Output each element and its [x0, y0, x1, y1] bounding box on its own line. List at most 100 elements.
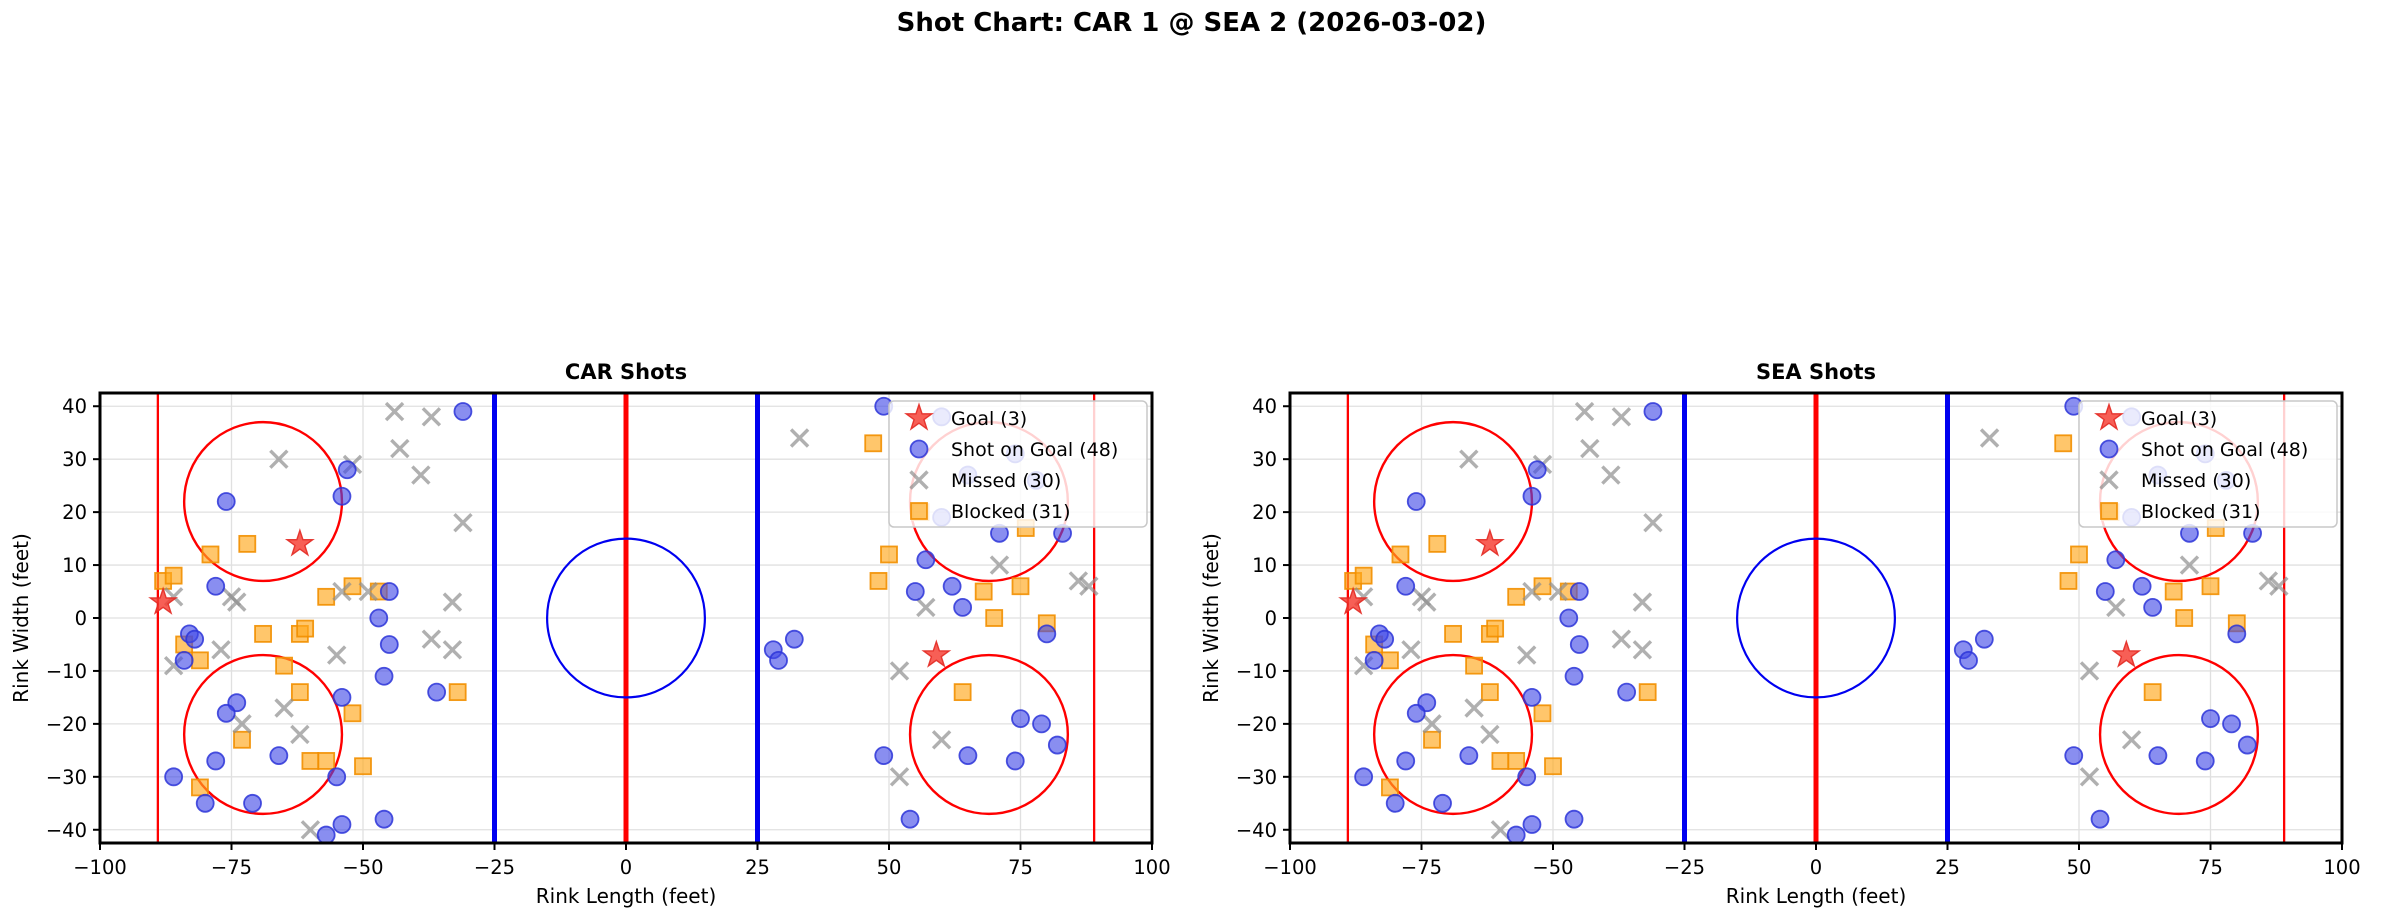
shot-marker-circle [1564, 809, 1584, 829]
y-tick-label: −10 [46, 660, 87, 683]
shot-marker-square [2164, 582, 2183, 601]
shot-marker-circle [784, 629, 804, 649]
legend-marker-square [2100, 502, 2118, 520]
shot-marker-x [889, 661, 910, 681]
shot-marker-x [332, 581, 352, 602]
shot-marker-circle [2090, 809, 2110, 829]
shot-marker-square [191, 651, 209, 670]
x-axis-label: Rink Length (feet) [1726, 884, 1907, 908]
shot-marker-circle [1522, 815, 1542, 834]
shot-marker-square [290, 683, 309, 702]
shot-marker-square [448, 683, 467, 702]
x-tick-label: 100 [2323, 856, 2360, 879]
shot-marker-circle [332, 688, 352, 707]
shot-marker-circle [206, 751, 226, 771]
shot-marker-x [421, 407, 442, 427]
shot-marker-circle [453, 402, 473, 421]
shot-marker-x [442, 640, 463, 660]
shot-marker-x [1464, 698, 1484, 718]
shot-marker-x [1068, 571, 1089, 591]
shot-marker-x [421, 629, 442, 649]
shot-marker-circle [2095, 582, 2115, 601]
shot-marker-square [1486, 619, 1505, 638]
shot-marker-circle [327, 767, 347, 787]
shot-marker-square [1507, 587, 1526, 606]
shot-marker-square [2143, 683, 2162, 702]
shot-marker-circle [1375, 629, 1395, 649]
shot-marker-x [411, 465, 431, 485]
faceoff-circle [1372, 653, 1534, 816]
shot-marker-x [2079, 767, 2100, 787]
shot-marker-circle [1522, 486, 1542, 506]
shot-marker-circle [1522, 688, 1542, 707]
x-tick-label: −75 [211, 856, 252, 879]
y-axis-label: Rink Width (feet) [1199, 533, 1223, 703]
x-tick-label: 50 [877, 856, 902, 879]
legend-marker-circle [2099, 439, 2119, 459]
legend-box [888, 400, 1148, 528]
shot-marker-circle [1433, 793, 1452, 813]
shot-marker-x [2258, 571, 2279, 591]
shot-marker-circle [1406, 703, 1426, 723]
shot-marker-circle [1569, 582, 1589, 601]
shot-marker-circle [379, 582, 399, 601]
legend-label: Blocked (31) [951, 501, 1071, 523]
shot-marker-star [284, 528, 315, 557]
y-tick-label: 40 [62, 395, 87, 418]
y-tick-label: 20 [62, 501, 87, 524]
panel-title: CAR Shots [565, 360, 687, 384]
shot-marker-x [1522, 581, 1542, 602]
shot-marker-square [1444, 624, 1462, 643]
shot-marker-x [1401, 640, 1421, 660]
shot-marker-x [1632, 640, 1653, 660]
shot-marker-x [274, 698, 294, 718]
shot-marker-square [1507, 752, 1526, 770]
x-tick-label: 50 [2067, 856, 2092, 879]
shot-marker-square [1533, 577, 1552, 596]
shot-marker-circle [916, 550, 936, 570]
legend-label: Shot on Goal (48) [951, 439, 1118, 461]
shot-marker-circle [216, 492, 236, 511]
shot-marker-x [227, 592, 247, 612]
legend-label: Shot on Goal (48) [2141, 439, 2308, 461]
shot-marker-circle [332, 486, 352, 506]
shot-marker-square [301, 752, 320, 770]
faceoff-circle [2098, 653, 2260, 816]
shot-marker-x [1611, 407, 1632, 427]
shot-marker-x [300, 820, 321, 840]
shot-marker-x [916, 597, 936, 618]
x-tick-label: −25 [1664, 856, 1705, 879]
shot-marker-circle [1506, 825, 1526, 845]
shot-marker-x [2106, 597, 2126, 618]
x-tick-label: 25 [745, 856, 770, 879]
shot-marker-circle [2227, 624, 2247, 644]
shot-marker-circle [206, 576, 226, 596]
y-tick-label: −40 [1236, 819, 1277, 842]
shot-marker-x [889, 767, 910, 787]
shot-marker-square [343, 704, 362, 723]
legend-label: Goal (3) [951, 408, 1027, 430]
shot-marker-x [290, 724, 310, 745]
y-tick-label: −30 [1236, 766, 1277, 789]
shot-marker-square [254, 624, 272, 643]
shot-marker-square [164, 566, 183, 585]
shot-marker-circle [1959, 650, 1978, 670]
shot-marker-square [1533, 704, 1552, 723]
y-tick-label: 30 [1252, 448, 1277, 471]
legend: Goal (3) Shot on Goal (48) Missed (30) Bloc… [2078, 400, 2338, 528]
faceoff-circle [908, 653, 1070, 816]
shot-marker-star [921, 639, 952, 668]
shot-marker-square [953, 683, 972, 702]
shot-marker-circle [379, 635, 399, 654]
shot-marker-square [2054, 434, 2073, 453]
shot-marker-circle [1396, 751, 1416, 771]
shot-marker-square [985, 609, 1004, 627]
shot-marker-square [1480, 683, 1499, 702]
shot-marker-circle [185, 629, 205, 649]
shot-marker-circle [1047, 735, 1067, 755]
shot-marker-x [1516, 645, 1537, 665]
shot-marker-x [211, 640, 231, 660]
shot-marker-x [453, 513, 473, 533]
shot-marker-x [1480, 724, 1500, 745]
